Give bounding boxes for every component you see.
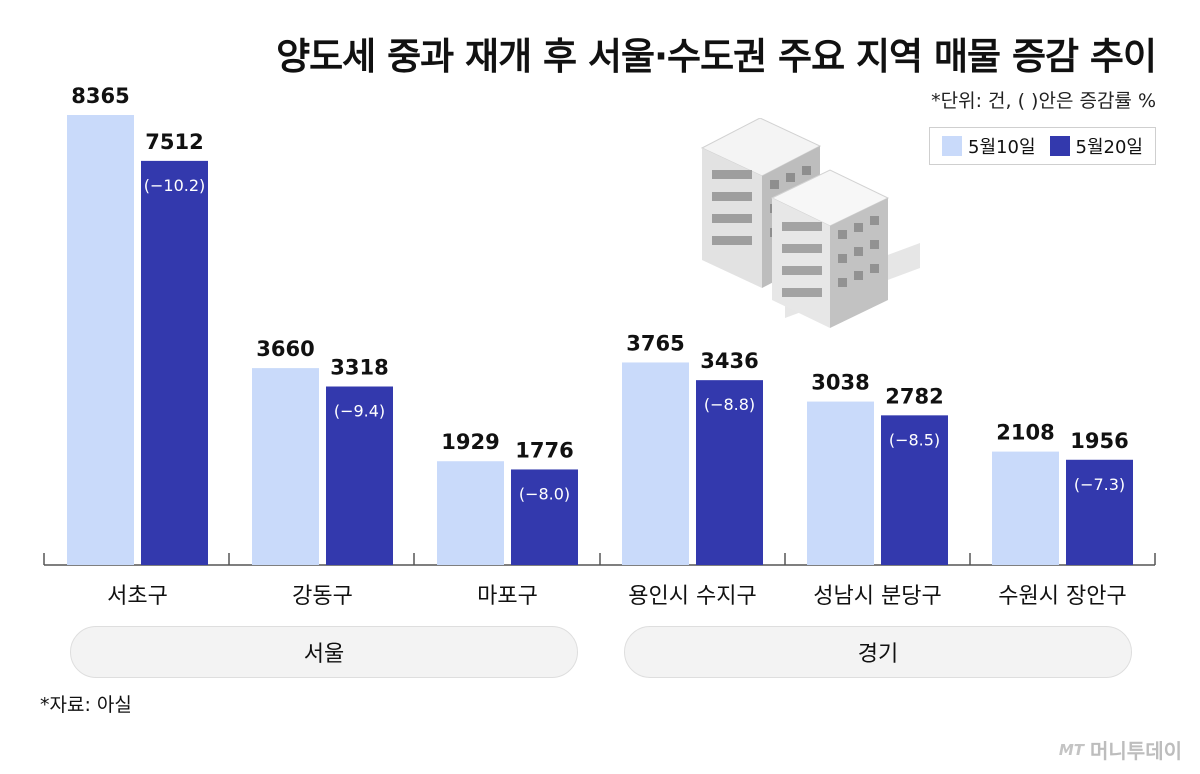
group-label-gyeonggi: 경기: [857, 642, 899, 667]
bar-may20: [696, 380, 763, 565]
bar-may20: [1066, 459, 1133, 565]
unit-note: *단위: 건, ( )안은 증감률 %: [931, 90, 1156, 112]
legend-item-series-1: 5월10일: [942, 133, 1036, 159]
value-label: 3765: [626, 331, 684, 355]
value-label: 3318: [330, 356, 388, 380]
bar-may20: [511, 469, 578, 565]
bar-may10: [437, 461, 504, 565]
publisher-logo: MT 머니투데이: [1059, 735, 1182, 764]
change-label: (−9.4): [334, 402, 385, 421]
change-label: (−7.3): [1074, 475, 1125, 494]
bar-may20: [881, 415, 948, 565]
legend-label-series-1: 5월10일: [968, 137, 1036, 158]
category-label: 용인시 수지구: [628, 584, 756, 609]
legend: 5월10일 5월20일: [929, 127, 1156, 165]
logo-text: 머니투데이: [1090, 739, 1182, 763]
bar-may10: [992, 451, 1059, 565]
source-note: *자료: 아실: [40, 694, 132, 716]
value-label: 3436: [700, 349, 758, 373]
legend-item-series-2: 5월20일: [1049, 133, 1143, 159]
change-label: (−8.8): [704, 395, 755, 414]
change-label: (−8.0): [519, 484, 570, 503]
group-pill-seoul: 서울: [70, 626, 578, 678]
legend-swatch-series-1: [942, 136, 963, 156]
value-label: 1776: [515, 438, 573, 462]
value-label: 3660: [256, 337, 314, 361]
value-label: 2108: [996, 421, 1054, 445]
category-label: 마포구: [477, 584, 538, 609]
category-label: 강동구: [292, 584, 353, 609]
legend-label-series-2: 5월20일: [1075, 137, 1143, 158]
value-label: 2782: [885, 384, 943, 408]
bar-may20: [326, 386, 393, 565]
change-label: (−8.5): [889, 430, 940, 449]
bar-may10: [252, 368, 319, 565]
change-label: (−10.2): [144, 176, 206, 195]
category-label: 수원시 장안구: [998, 584, 1126, 609]
value-label: 1956: [1070, 429, 1128, 453]
logo-mark: MT: [1058, 740, 1084, 759]
category-label: 서초구: [107, 584, 168, 609]
group-pill-gyeonggi: 경기: [624, 626, 1132, 678]
bar-may10: [67, 115, 134, 565]
value-label: 1929: [441, 430, 499, 454]
bar-may10: [807, 401, 874, 565]
value-label: 3038: [811, 371, 869, 395]
category-label: 성남시 분당구: [813, 584, 941, 609]
bar-may10: [622, 362, 689, 565]
group-label-seoul: 서울: [303, 642, 345, 667]
chart-title: 양도세 중과 재개 후 서울·수도권 주요 지역 매물 증감 추이: [276, 35, 1157, 78]
building-illustration: [700, 118, 920, 328]
value-label: 7512: [145, 130, 203, 154]
value-label: 8365: [71, 84, 129, 108]
bar-may20: [141, 160, 208, 565]
legend-swatch-series-2: [1049, 136, 1070, 156]
bar-chart: 8365 7512 (−10.2) 서초구 3660 3318 (−9.4) 강동구 1929 1…: [43, 84, 1156, 609]
